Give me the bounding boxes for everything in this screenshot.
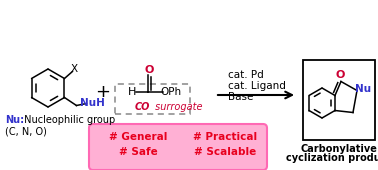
Text: +: +	[96, 83, 110, 101]
Text: CO: CO	[135, 102, 150, 112]
Text: OPh: OPh	[160, 87, 181, 97]
Text: Nu: Nu	[355, 84, 371, 95]
Text: cyclization product: cyclization product	[287, 153, 378, 163]
Text: (C, N, O): (C, N, O)	[5, 126, 47, 136]
Text: # Scalable: # Scalable	[194, 147, 256, 157]
FancyBboxPatch shape	[89, 124, 267, 170]
Text: cat. Pd: cat. Pd	[228, 70, 264, 80]
Text: # Safe: # Safe	[119, 147, 157, 157]
Text: X: X	[71, 64, 78, 74]
Text: H: H	[128, 87, 136, 97]
Text: O: O	[335, 70, 345, 80]
Text: O: O	[145, 65, 154, 75]
Text: surrogate: surrogate	[152, 102, 202, 112]
Text: Nu:: Nu:	[5, 115, 24, 125]
Text: cat. Ligand: cat. Ligand	[228, 81, 286, 91]
Text: # Practical: # Practical	[193, 132, 257, 142]
Text: # General: # General	[109, 132, 167, 142]
Text: Carbonylative: Carbonylative	[301, 144, 378, 154]
Text: Base: Base	[228, 92, 253, 102]
Text: Nucleophilic group: Nucleophilic group	[21, 115, 115, 125]
FancyBboxPatch shape	[303, 60, 375, 140]
Text: NuH: NuH	[80, 98, 105, 107]
